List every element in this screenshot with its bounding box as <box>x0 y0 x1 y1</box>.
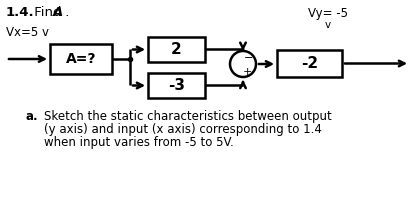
Text: A=?: A=? <box>66 52 96 66</box>
Text: -2: -2 <box>301 56 318 71</box>
Text: Vy= -5: Vy= -5 <box>308 7 348 20</box>
Text: when input varies from -5 to 5V.: when input varies from -5 to 5V. <box>44 136 234 149</box>
FancyBboxPatch shape <box>277 50 342 77</box>
Text: Sketch the static characteristics between output: Sketch the static characteristics betwee… <box>44 110 332 123</box>
Text: -3: -3 <box>168 78 185 93</box>
Text: +: + <box>242 67 252 77</box>
Text: 2: 2 <box>171 42 182 57</box>
Text: 1.4.: 1.4. <box>6 6 35 19</box>
Text: A: A <box>53 6 63 19</box>
Text: Find: Find <box>30 6 66 19</box>
Text: −: − <box>244 53 254 63</box>
Text: v: v <box>325 20 331 30</box>
Text: (y axis) and input (x axis) corresponding to 1.4: (y axis) and input (x axis) correspondin… <box>44 123 322 136</box>
Text: Vx=5 v: Vx=5 v <box>6 26 49 39</box>
Text: a.: a. <box>26 110 39 123</box>
FancyBboxPatch shape <box>50 44 112 74</box>
FancyBboxPatch shape <box>148 73 205 98</box>
Text: .: . <box>61 6 69 19</box>
FancyBboxPatch shape <box>148 37 205 62</box>
